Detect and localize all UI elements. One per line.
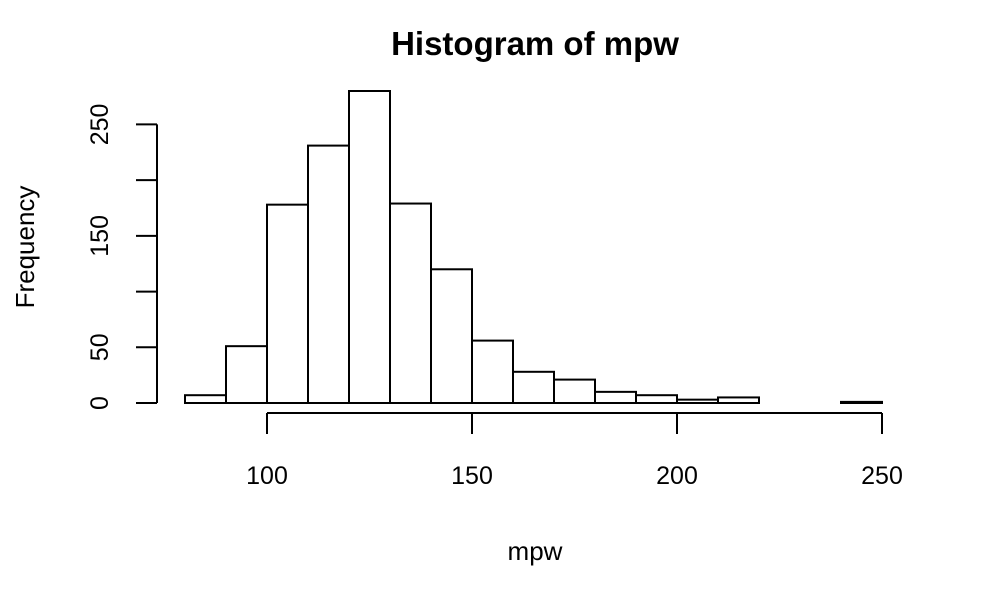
y-tick-label: 50 <box>86 333 114 361</box>
histogram-bar <box>512 370 555 404</box>
bars-group <box>184 90 883 405</box>
histogram-bar <box>430 268 473 404</box>
x-tick-label: 250 <box>861 462 903 490</box>
histogram-bar <box>840 400 883 404</box>
histogram-bar <box>594 390 637 405</box>
y-tick-label: 250 <box>86 104 114 146</box>
histogram-bar <box>184 394 227 405</box>
histogram-bar <box>225 345 268 404</box>
x-axis-label: mpw <box>508 536 563 566</box>
histogram-bar <box>717 396 760 404</box>
x-tick-label: 150 <box>451 462 493 490</box>
histogram-bar <box>635 394 678 405</box>
y-axis: 0 50 150 250 <box>86 104 158 410</box>
histogram-bar <box>676 398 719 404</box>
chart-title: Histogram of mpw <box>391 25 679 62</box>
y-tick-label: 150 <box>86 215 114 257</box>
y-tick-label: 0 <box>86 396 114 410</box>
x-tick-label: 100 <box>246 462 288 490</box>
x-axis: 100 150 200 250 <box>246 412 903 490</box>
histogram-bar <box>266 203 309 404</box>
histogram-bar <box>389 202 432 404</box>
x-tick-label: 200 <box>656 462 698 490</box>
histogram-bar <box>471 339 514 405</box>
y-axis-label: Frequency <box>10 186 40 309</box>
histogram-bar <box>307 144 350 404</box>
histogram-bar <box>553 378 596 405</box>
histogram-bar <box>348 90 391 404</box>
